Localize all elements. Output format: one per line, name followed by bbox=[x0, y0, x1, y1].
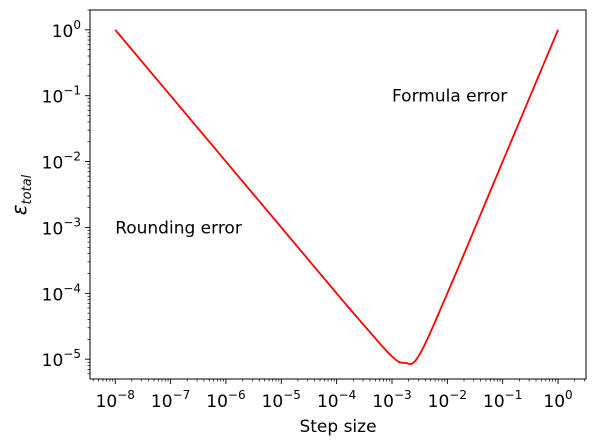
x-tick-label-exponent: −2 bbox=[449, 388, 467, 402]
y-tick-label: 10−5 bbox=[42, 347, 81, 371]
series-layer bbox=[114, 29, 559, 365]
x-tick-label-exponent: −7 bbox=[173, 388, 191, 402]
x-tick-label-base: 10 bbox=[96, 392, 118, 412]
x-tick-label-exponent: −3 bbox=[394, 388, 412, 402]
y-tick-label: 10−4 bbox=[42, 281, 81, 305]
annotation-formula-error: Formula error bbox=[392, 87, 507, 107]
x-tick-label: 10−8 bbox=[96, 388, 135, 412]
y-axis-label-main: ε bbox=[7, 204, 31, 215]
x-tick-label: 10−2 bbox=[428, 388, 467, 412]
y-tick-label-exponent: −1 bbox=[63, 84, 81, 98]
x-tick-label-base: 10 bbox=[483, 392, 505, 412]
x-tick-label: 100 bbox=[543, 388, 572, 412]
y-tick-label-base: 10 bbox=[42, 88, 64, 108]
x-tick-label-exponent: −5 bbox=[283, 388, 301, 402]
x-tick-label-base: 10 bbox=[206, 392, 228, 412]
x-tick-label-exponent: −8 bbox=[117, 388, 135, 402]
x-tick-label: 10−3 bbox=[372, 388, 411, 412]
x-tick-label-base: 10 bbox=[151, 392, 173, 412]
x-tick-label-exponent: −6 bbox=[228, 388, 246, 402]
y-tick-label-base: 10 bbox=[42, 285, 64, 305]
x-tick-label-base: 10 bbox=[428, 392, 450, 412]
y-tick-label-exponent: −5 bbox=[63, 347, 81, 361]
x-tick-label: 10−6 bbox=[206, 388, 245, 412]
x-tick-label: 10−5 bbox=[262, 388, 301, 412]
y-tick-label-exponent: −4 bbox=[63, 281, 81, 295]
x-tick-label-base: 10 bbox=[372, 392, 394, 412]
plot-area: Formula error Rounding error 10−8 10−7 10−… bbox=[42, 9, 587, 412]
x-tick-label: 10−7 bbox=[151, 388, 190, 412]
x-tick-label: 10−4 bbox=[317, 388, 356, 412]
y-axis-label: εtotal bbox=[7, 174, 35, 215]
x-tick-label-base: 10 bbox=[262, 392, 284, 412]
y-tick-label-base: 10 bbox=[42, 351, 64, 371]
y-tick-label: 100 bbox=[52, 18, 81, 42]
annotation-rounding-error: Rounding error bbox=[115, 218, 242, 238]
y-tick-label-base: 10 bbox=[52, 22, 74, 42]
plot-frame bbox=[89, 9, 587, 380]
x-axis: 10−8 10−7 10−6 10−5 10−4 10−3 10−2 10−1 100 bbox=[92, 379, 585, 412]
y-tick-label-exponent: −3 bbox=[63, 215, 81, 229]
y-tick-label: 10−2 bbox=[42, 150, 81, 174]
x-tick-label-exponent: −1 bbox=[505, 388, 523, 402]
x-tick-label-base: 10 bbox=[543, 392, 565, 412]
x-axis-label: Step size bbox=[299, 417, 376, 437]
x-tick-label-exponent: −4 bbox=[339, 388, 357, 402]
y-axis-label-subscript: total bbox=[20, 174, 35, 204]
y-tick-label: 10−1 bbox=[42, 84, 81, 108]
y-tick-label-exponent: 0 bbox=[73, 18, 81, 32]
y-tick-label-base: 10 bbox=[42, 154, 64, 174]
x-tick-label-base: 10 bbox=[317, 392, 339, 412]
y-tick-label-base: 10 bbox=[42, 219, 64, 239]
y-tick-label-exponent: −2 bbox=[63, 150, 81, 164]
series-line-0 bbox=[114, 29, 559, 365]
annotations-layer: Formula error Rounding error bbox=[115, 87, 507, 239]
y-tick-label: 10−3 bbox=[42, 215, 81, 239]
x-tick-label: 10−1 bbox=[483, 388, 522, 412]
x-tick-label-exponent: 0 bbox=[565, 388, 573, 402]
